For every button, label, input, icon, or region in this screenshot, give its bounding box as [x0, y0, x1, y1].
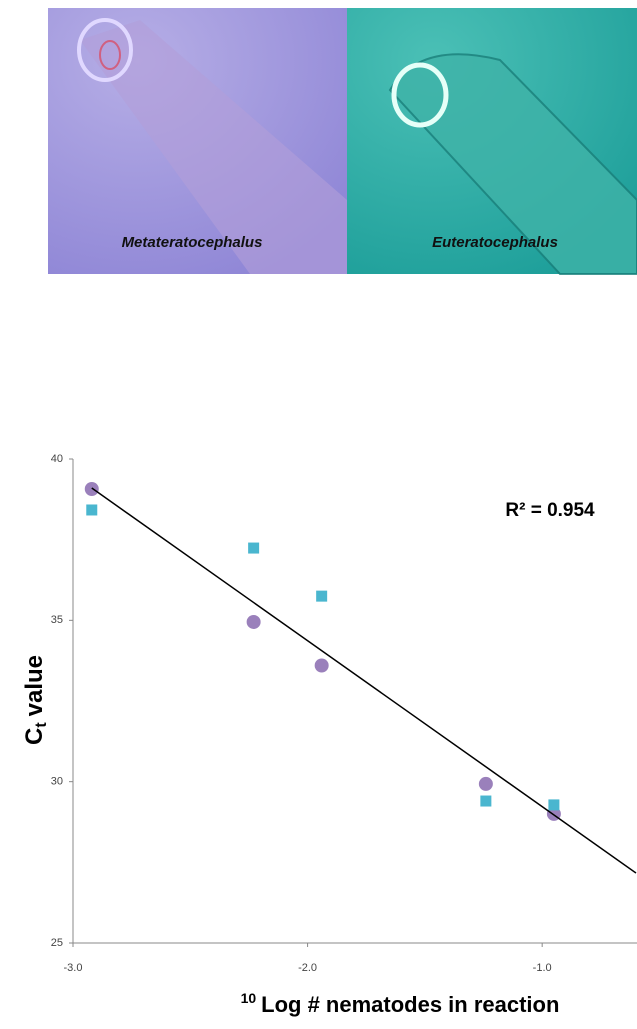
- y-tick-label: 40: [51, 453, 63, 465]
- photo-panel: Metateratocephalus Euteratocephalus: [48, 8, 637, 274]
- y-label-sub: t: [33, 722, 50, 728]
- annotation: R² = 0.954: [505, 500, 595, 521]
- y-label-rest: value: [21, 655, 48, 716]
- x-label-main: Log # nematodes in reaction: [261, 992, 559, 1017]
- point: [316, 591, 327, 602]
- x-tick-label: -3.0: [64, 962, 83, 974]
- point: [85, 482, 99, 496]
- photo-label: Euteratocephalus: [432, 234, 558, 251]
- point: [315, 659, 329, 673]
- trendline: [92, 488, 636, 873]
- figure: Metateratocephalus Euteratocephalus R² =…: [0, 0, 637, 1029]
- page: {"images": [{"label": "Metateratocephalu…: [0, 0, 637, 1029]
- y-tick-label: 35: [51, 614, 63, 626]
- y-label-main: C: [21, 728, 48, 745]
- point: [248, 543, 259, 554]
- x-tick-label: -2.0: [298, 962, 317, 974]
- point: [247, 615, 261, 629]
- x-tick-label: -1.0: [533, 962, 552, 974]
- x-label-sup: 10: [241, 990, 257, 1006]
- y-axis-label: Ct value: [21, 655, 50, 745]
- point: [86, 504, 97, 515]
- y-tick-label: 25: [51, 937, 63, 949]
- y-tick-label: 30: [51, 776, 63, 788]
- point: [548, 799, 559, 810]
- point: [479, 777, 493, 791]
- point: [480, 796, 491, 807]
- photo-label: Metateratocephalus: [122, 234, 263, 251]
